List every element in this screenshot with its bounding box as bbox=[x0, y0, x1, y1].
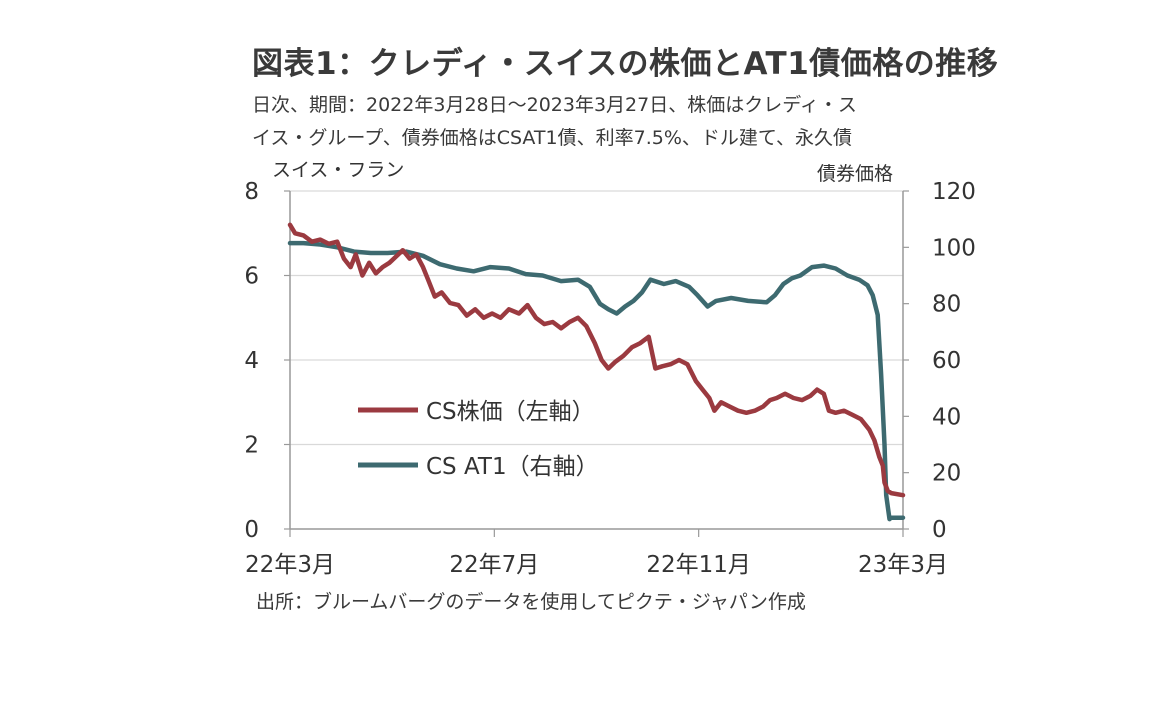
y-tick-label-left: 8 bbox=[244, 179, 259, 205]
y-tick-label-right: 40 bbox=[932, 404, 961, 430]
chart-subtitle-line-2: イス・グループ、債券価格はCSAT1債、利率7.5%、ドル建て、永久債 bbox=[252, 127, 852, 149]
y-tick-label-right: 120 bbox=[932, 179, 976, 205]
source-note: 出所：ブルームバーグのデータを使用してピクテ・ジャパン作成 bbox=[256, 591, 806, 613]
legend: CS株価（左軸） CS AT1（右軸） bbox=[358, 399, 599, 480]
x-tick-label: 23年3月 bbox=[858, 552, 948, 578]
series bbox=[287, 222, 906, 522]
y-tick-label-right: 0 bbox=[932, 517, 947, 543]
series-line-at1 bbox=[287, 240, 906, 522]
x-tick-label: 22年11月 bbox=[646, 552, 751, 578]
x-tick-label: 22年7月 bbox=[449, 552, 539, 578]
chart-subtitle-line-1: 日次、期間：2022年3月28日～2023年3月27日、株価はクレディ・ス bbox=[252, 94, 857, 116]
x-tick-label: 22年3月 bbox=[245, 552, 335, 578]
y-axis-title-right: 債券価格 bbox=[817, 163, 893, 185]
chart-title: 図表1：クレディ・スイスの株価とAT1債価格の推移 bbox=[252, 46, 999, 82]
gridlines bbox=[290, 190, 903, 446]
y-tick-label-right: 20 bbox=[932, 461, 961, 487]
legend-label-stock: CS株価（左軸） bbox=[426, 399, 595, 425]
y-tick-label-right: 100 bbox=[932, 235, 976, 261]
y-axis-title-left: スイス・フラン bbox=[272, 159, 404, 181]
y-tick-label-left: 4 bbox=[244, 348, 259, 374]
y-tick-label-left: 6 bbox=[244, 264, 259, 290]
series-line-stock bbox=[287, 222, 906, 498]
y-tick-label-right: 60 bbox=[932, 348, 961, 374]
y-tick-label-left: 0 bbox=[244, 517, 259, 543]
y-tick-label-left: 2 bbox=[244, 433, 259, 459]
y-tick-label-right: 80 bbox=[932, 292, 961, 318]
legend-label-at1: CS AT1（右軸） bbox=[426, 454, 599, 480]
